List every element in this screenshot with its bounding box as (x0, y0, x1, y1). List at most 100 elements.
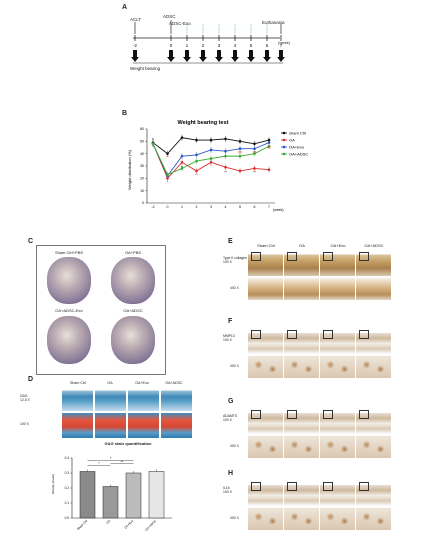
panel-label-d: D (28, 376, 34, 383)
gag-bar (125, 472, 142, 519)
panel-label-e: E (228, 238, 233, 245)
y-tick-label: 30 (140, 164, 144, 168)
data-point (209, 148, 213, 152)
ihc-tile-400x (284, 278, 319, 300)
gag-y-tick-label: 0.0 (65, 516, 70, 520)
gag-y-tick-label: 0.4 (65, 456, 70, 460)
gag-x-tick-label: OA+ADSC (144, 518, 158, 532)
y-tick-label: 10 (140, 189, 144, 193)
wb-arrow-shaft (249, 50, 253, 57)
wb-arrow-head (215, 57, 223, 62)
data-point (267, 144, 271, 148)
significance-marker: * (167, 180, 169, 184)
ihc-tile-100x (284, 408, 319, 434)
ihc-tile-400x (248, 278, 283, 300)
euthanasia-label: Euthanasia (262, 20, 285, 25)
joint-photos-panel: Sham Ctrl+PBS OA+PBS OA+ADSC-Exo OA+ADSC (36, 245, 166, 375)
data-point (267, 168, 271, 171)
d-col-adsc: OA+ADSC (165, 381, 183, 385)
data-point (166, 152, 169, 155)
joint-photo-sham (47, 257, 91, 304)
gag-ylabel: Density (mean) (51, 474, 55, 494)
x-tick-label: 3 (210, 205, 212, 209)
x-tick-label: 0 (167, 205, 169, 209)
timeline-tick-label: 1 (186, 43, 189, 48)
significance-marker: ## (238, 151, 242, 155)
joint-photo-oa (111, 257, 155, 304)
joint-photo-exo (47, 316, 91, 364)
x-tick-label: 7 (268, 205, 270, 209)
aclt-label: ACLT (130, 17, 142, 22)
legend-label: OA+ADSC (289, 151, 308, 156)
data-point (253, 152, 256, 155)
data-point (224, 154, 227, 158)
ihc-tile-400x (320, 508, 355, 530)
gag-bar (102, 486, 119, 519)
d-col-sham: Sham Ctrl (70, 381, 86, 385)
legend-marker (282, 138, 286, 142)
adsc-label: ADSC (163, 14, 176, 19)
ihc-tile-400x (284, 356, 319, 378)
ihc-tile-400x (248, 356, 283, 378)
panel-label-h: H (228, 470, 234, 477)
data-point (238, 154, 242, 158)
ihc-tile-100x (356, 480, 391, 506)
data-point (224, 137, 227, 141)
ihc-tile-100x (284, 250, 319, 276)
weight-bearing-label: Weight bearing (130, 66, 161, 71)
timeline-tick-label: -2 (133, 43, 137, 48)
wb-arrow-shaft (233, 50, 237, 57)
y-tick-label: 0 (142, 201, 144, 205)
data-point (151, 142, 155, 146)
ihc-row-mag: 100 X (223, 260, 232, 265)
legend-label: sham Ctrl (289, 130, 306, 135)
data-point (166, 173, 169, 176)
e-col-label: OA (299, 243, 305, 248)
panel-label-a: A (122, 4, 128, 11)
wb-arrow-head (183, 57, 191, 62)
zoom-region-box (323, 410, 333, 419)
zoom-region-box (287, 330, 297, 339)
y-tick-label: 60 (140, 127, 144, 131)
data-point (238, 140, 242, 143)
data-point (180, 136, 184, 139)
d-row-gag-text: GAG (20, 394, 28, 398)
legend-marker (282, 131, 286, 135)
ihc-tile-100x (248, 480, 283, 506)
ihc-tile-100x (284, 480, 319, 506)
wb-arrow-shaft (265, 50, 269, 57)
week-unit-label: (week) (278, 40, 291, 45)
ihc-tile-400x (284, 436, 319, 458)
wb-arrow-shaft (169, 50, 173, 57)
legend-marker (282, 152, 286, 156)
data-point (253, 167, 256, 170)
data-point (224, 165, 227, 169)
weight-bearing-chart: Weight bearing test Weight distribution … (125, 115, 315, 225)
ihc-row-mag: 100 X (223, 490, 232, 495)
data-point (267, 141, 271, 144)
chart-xlabel: (week) (273, 208, 284, 212)
wb-arrow-head (247, 57, 255, 62)
e-col-label: Sham Ctrl (257, 243, 275, 248)
ihc-tile-400x (320, 356, 355, 378)
ihc-row-label: MMP13 100 X (223, 334, 235, 343)
gag-x-tick-label: OA (105, 519, 111, 525)
ihc-tile-100x (320, 408, 355, 434)
c-label-oa: OA+PBS (124, 250, 142, 255)
sig-label: * (98, 462, 100, 466)
panel-label-f: F (228, 318, 233, 325)
ihc-tile-400x (248, 508, 283, 530)
zoom-region-box (287, 252, 297, 261)
significance-marker: ** (253, 170, 256, 174)
d-col-exo: OA+Exo (135, 381, 149, 385)
significance-marker: ## (267, 146, 271, 150)
significance-marker: ** (181, 165, 184, 169)
zoom-region-box (251, 482, 261, 491)
wb-arrow-shaft (217, 50, 221, 57)
gag-bar-chart: Density (mean) 0.0 0.1 0.2 0.3 0.4 Sham Ctrl O… (51, 456, 172, 532)
ihc-row-400x: 400 X (230, 286, 239, 290)
data-point (238, 147, 242, 151)
gag-bar (148, 471, 165, 519)
ihc-row-400x: 400 X (230, 516, 239, 520)
ihc-tile-400x (284, 508, 319, 530)
